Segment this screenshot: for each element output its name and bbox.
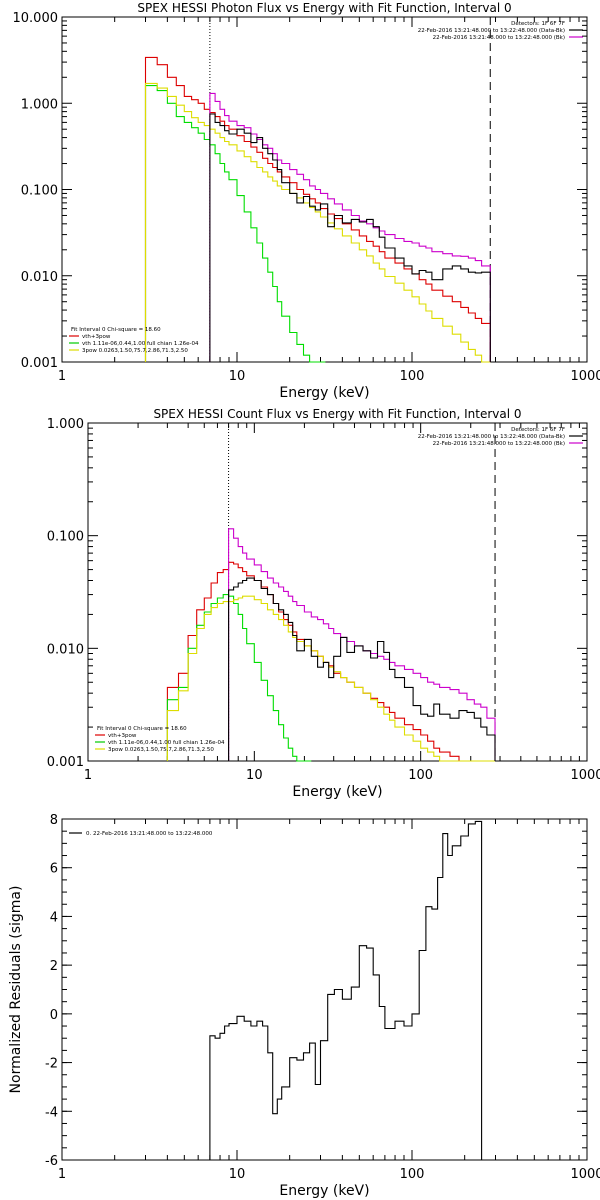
plot-frame-1 bbox=[87, 422, 588, 762]
legend-text: 0. 22-Feb-2016 13:21:48.000 to 13:22:48.… bbox=[86, 831, 213, 837]
y-tick-label: -6 bbox=[45, 1154, 58, 1169]
x-tick-label: 10 bbox=[229, 1167, 246, 1182]
y-tick-label: 8 bbox=[50, 813, 58, 828]
y-tick-label: 0 bbox=[50, 1008, 58, 1023]
series-line-4 bbox=[209, 113, 491, 362]
info-text: Detectors: 1F 6F 7F bbox=[511, 427, 565, 433]
y-tick-label: 0.010 bbox=[21, 270, 58, 285]
x-tick-label: 1 bbox=[58, 1167, 66, 1182]
series-line-0 bbox=[209, 820, 483, 1160]
x-tick-label: 10 bbox=[246, 768, 263, 783]
y-axis-label: Normalized Residuals (sigma) bbox=[8, 886, 24, 1094]
legend-text: Fit Interval 0 Chi-square = 18.60 bbox=[97, 726, 187, 732]
info-text: 22-Feb-2016 13:21:48.000 to 13:22:48.000… bbox=[433, 441, 565, 447]
x-tick-label: 10 bbox=[229, 369, 246, 384]
info-text: 22-Feb-2016 13:21:48.000 to 13:22:48.000… bbox=[418, 434, 565, 440]
legend-text: Fit Interval 0 Chi-square = 18.60 bbox=[71, 327, 161, 333]
x-tick-label: 1000 bbox=[570, 369, 600, 384]
plot-frame-0 bbox=[61, 16, 588, 363]
legend-text: vth+3pow bbox=[108, 733, 137, 739]
y-tick-label: 6 bbox=[50, 862, 58, 877]
series-line-4 bbox=[228, 577, 496, 761]
y-tick-label: 0.001 bbox=[47, 755, 84, 770]
legend-text: 3pow 0.0263,1.50,75.7,2.86,71.3,2.50 bbox=[108, 747, 214, 753]
series-line-2 bbox=[144, 82, 491, 363]
chart-title: SPEX HESSI Count Flux vs Energy with Fit… bbox=[153, 407, 521, 421]
legend-text: vth+3pow bbox=[82, 334, 111, 340]
y-tick-label: -2 bbox=[45, 1057, 58, 1072]
x-axis-label: Energy (keV) bbox=[292, 784, 382, 800]
series-line-2 bbox=[166, 595, 495, 762]
x-axis-label: Energy (keV) bbox=[279, 385, 369, 401]
legend-text: vth 1.11e-06,0.44,1.00 full chian 1.26e-… bbox=[108, 740, 225, 746]
legend-text: vth 1.11e-06,0.44,1.00 full chian 1.26e-… bbox=[82, 341, 199, 347]
y-tick-label: 0.100 bbox=[47, 530, 84, 545]
x-axis-label: Energy (keV) bbox=[279, 1183, 369, 1199]
y-tick-label: 0.100 bbox=[21, 184, 58, 199]
y-tick-label: 0.001 bbox=[21, 356, 58, 371]
x-tick-label: 1 bbox=[58, 369, 66, 384]
chart-title: SPEX HESSI Photon Flux vs Energy with Fi… bbox=[137, 1, 511, 15]
y-tick-label: 1.000 bbox=[47, 417, 84, 432]
legend-text: 3pow 0.0263,1.50,75.7,2.86,71.3,2.50 bbox=[82, 348, 188, 354]
y-tick-label: 4 bbox=[50, 910, 58, 925]
series-line-3 bbox=[228, 528, 496, 761]
x-tick-label: 100 bbox=[408, 768, 433, 783]
x-tick-label: 1000 bbox=[570, 768, 600, 783]
x-tick-label: 100 bbox=[400, 1167, 425, 1182]
info-text: 22-Feb-2016 13:21:48.000 to 13:22:48.000… bbox=[418, 28, 565, 34]
info-text: Detectors: 1F 6F 7F bbox=[511, 21, 565, 27]
info-text: 22-Feb-2016 13:21:48.000 to 13:22:48.000… bbox=[433, 35, 565, 41]
x-tick-label: 1 bbox=[84, 768, 92, 783]
x-tick-label: 1000 bbox=[570, 1167, 600, 1182]
y-tick-label: 0.010 bbox=[47, 642, 84, 657]
y-tick-label: 2 bbox=[50, 959, 58, 974]
series-line-3 bbox=[209, 92, 491, 362]
x-tick-label: 100 bbox=[400, 369, 425, 384]
y-tick-label: 1.000 bbox=[21, 97, 58, 112]
series-line-0 bbox=[166, 561, 495, 762]
y-tick-label: -4 bbox=[45, 1105, 58, 1120]
series-line-1 bbox=[144, 85, 326, 363]
series-line-1 bbox=[166, 594, 312, 762]
y-tick-label: 10.000 bbox=[13, 11, 59, 26]
plot-frame-2 bbox=[61, 818, 588, 1161]
